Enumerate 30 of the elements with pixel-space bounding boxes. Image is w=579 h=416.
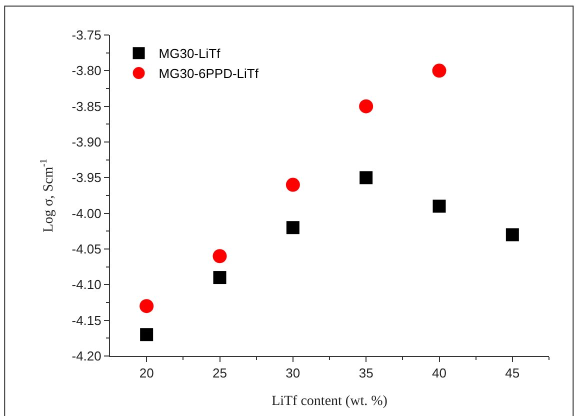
y-tick-label: -3.90 xyxy=(72,134,102,150)
y-tick-label: -4.00 xyxy=(72,206,102,221)
y-tick-label: -4.15 xyxy=(72,312,102,328)
y-tick-label: -4.05 xyxy=(72,242,102,257)
point xyxy=(432,64,446,78)
x-tick-label: 45 xyxy=(505,366,520,381)
point xyxy=(140,328,154,342)
point xyxy=(212,249,227,264)
x-tick-label: 35 xyxy=(358,366,374,381)
legend-label: MG30-6PPD-LiTf xyxy=(158,66,259,82)
point xyxy=(360,171,373,184)
legend-label: MG30-LiTf xyxy=(158,46,221,62)
point xyxy=(359,99,374,114)
point xyxy=(506,228,519,242)
point xyxy=(286,221,300,234)
x-tick-label: 30 xyxy=(286,366,300,381)
point xyxy=(213,271,226,284)
y-tick-label: -3.85 xyxy=(72,98,102,114)
x-tick-label: 20 xyxy=(139,366,154,381)
point xyxy=(432,200,446,213)
point xyxy=(286,178,300,192)
x-tick-label: 25 xyxy=(212,366,227,381)
y-tick-label: -3.95 xyxy=(72,170,102,186)
y-tick-label: -3.75 xyxy=(72,28,102,43)
x-tick-label: 40 xyxy=(432,366,446,381)
y-tick-label: -4.10 xyxy=(72,277,102,292)
point xyxy=(140,299,154,314)
y-tick-label: -3.80 xyxy=(72,63,102,78)
y-tick-label: -4.20 xyxy=(72,348,102,364)
x-axis-title: LiTf content (wt. %) xyxy=(272,394,388,409)
